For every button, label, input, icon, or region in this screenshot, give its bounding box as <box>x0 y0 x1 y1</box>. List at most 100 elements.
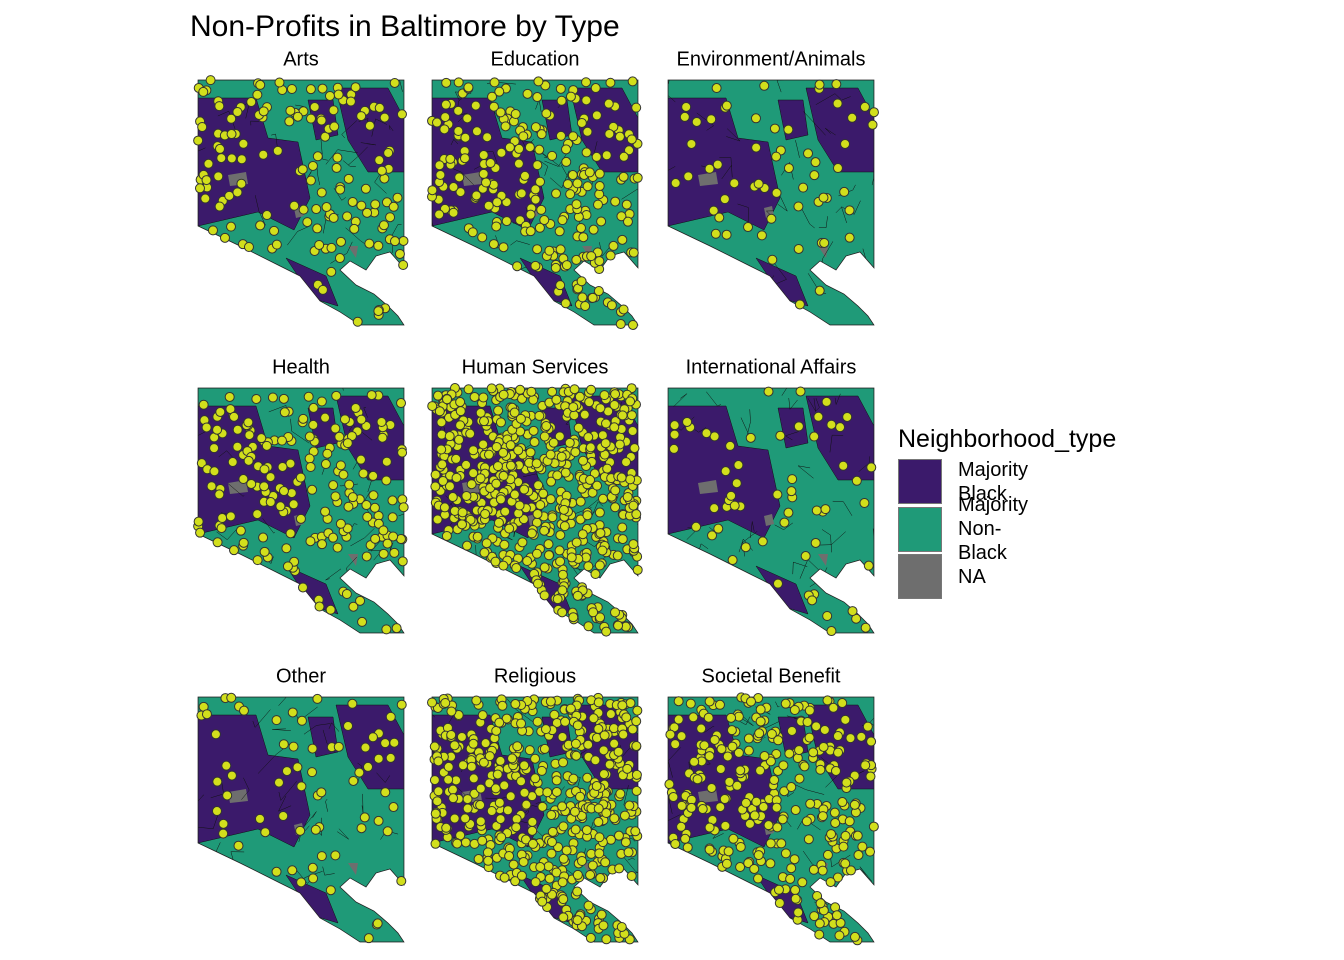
nonprofit-point <box>238 138 249 149</box>
nonprofit-point <box>388 531 399 542</box>
nonprofit-point <box>295 825 306 836</box>
nonprofit-point <box>370 533 381 544</box>
nonprofit-point <box>532 244 543 255</box>
nonprofit-point <box>259 481 270 492</box>
nonprofit-point <box>274 77 285 88</box>
nonprofit-point <box>463 82 474 93</box>
nonprofit-point <box>539 743 550 754</box>
nonprofit-point <box>561 845 572 856</box>
nonprofit-point <box>534 144 545 155</box>
nonprofit-point <box>599 390 610 401</box>
nonprofit-point <box>378 220 389 231</box>
nonprofit-point <box>440 697 451 708</box>
tract-border <box>341 120 358 139</box>
nonprofit-point <box>310 824 321 835</box>
nonprofit-point <box>482 847 493 858</box>
nonprofit-point <box>489 77 500 88</box>
nonprofit-point <box>498 447 509 458</box>
tract-border <box>848 877 869 888</box>
nonprofit-point <box>587 487 598 498</box>
nonprofit-point <box>582 181 593 192</box>
nonprofit-point <box>818 741 829 752</box>
panel-title: Human Services <box>462 356 609 378</box>
nonprofit-point <box>505 460 516 471</box>
nonprofit-point <box>527 816 538 827</box>
nonprofit-point <box>229 411 240 422</box>
nonprofit-point <box>514 500 525 511</box>
tract-border <box>803 111 826 136</box>
tract-border <box>304 811 317 826</box>
nonprofit-point <box>597 545 608 556</box>
nonprofit-point <box>558 821 569 832</box>
nonprofit-point <box>773 735 784 746</box>
nonprofit-point <box>297 164 308 175</box>
nonprofit-point <box>478 439 489 450</box>
nonprofit-point <box>335 184 346 195</box>
tract-border <box>814 398 820 412</box>
nonprofit-point <box>368 490 379 501</box>
nonprofit-point <box>865 846 876 857</box>
nonprofit-point <box>531 458 542 469</box>
nonprofit-point <box>216 153 227 164</box>
nonprofit-point <box>468 468 479 479</box>
nonprofit-point <box>447 784 458 795</box>
nonprofit-point <box>535 176 546 187</box>
nonprofit-point <box>238 537 249 548</box>
nonprofit-point <box>808 864 819 875</box>
nonprofit-point <box>593 817 604 828</box>
nonprofit-point <box>820 504 831 515</box>
region-na <box>348 554 358 566</box>
nonprofit-point <box>575 496 586 507</box>
nonprofit-point <box>829 807 840 818</box>
nonprofit-point <box>558 853 569 864</box>
nonprofit-point <box>434 160 445 171</box>
nonprofit-point <box>526 386 537 397</box>
nonprofit-point <box>572 915 583 926</box>
nonprofit-point <box>860 760 871 771</box>
nonprofit-point <box>830 765 841 776</box>
nonprofit-point <box>595 528 606 539</box>
nonprofit-point <box>471 695 482 706</box>
nonprofit-point <box>581 825 592 836</box>
nonprofit-point <box>631 785 642 796</box>
nonprofit-point <box>331 390 342 401</box>
tract-border <box>676 894 686 912</box>
nonprofit-point <box>598 493 609 504</box>
nonprofit-point <box>794 773 805 784</box>
nonprofit-point <box>373 815 384 826</box>
nonprofit-point <box>302 217 313 228</box>
nonprofit-point <box>534 410 545 421</box>
nonprofit-point <box>691 116 702 127</box>
nonprofit-point <box>498 470 509 481</box>
nonprofit-point <box>859 101 870 112</box>
nonprofit-point <box>431 117 442 128</box>
nonprofit-point <box>576 276 587 287</box>
nonprofit-point <box>326 266 337 277</box>
nonprofit-point <box>498 242 509 253</box>
nonprofit-point <box>780 698 791 709</box>
nonprofit-point <box>831 910 842 921</box>
tract-border <box>386 887 399 906</box>
nonprofit-point <box>571 254 582 265</box>
nonprofit-point <box>868 107 879 118</box>
nonprofit-point <box>544 245 555 256</box>
nonprofit-point <box>565 91 576 102</box>
nonprofit-point <box>519 760 530 771</box>
nonprofit-point <box>324 90 335 101</box>
nonprofit-point <box>851 475 862 486</box>
tract-border <box>216 529 237 541</box>
nonprofit-point <box>571 750 582 761</box>
nonprofit-point <box>236 154 247 165</box>
nonprofit-point <box>335 236 346 247</box>
nonprofit-point <box>590 83 601 94</box>
tract-border <box>325 149 358 165</box>
nonprofit-point <box>786 725 797 736</box>
nonprofit-point <box>584 397 595 408</box>
nonprofit-point <box>363 933 374 944</box>
nonprofit-point <box>356 200 367 211</box>
nonprofit-point <box>586 384 597 395</box>
nonprofit-point <box>372 918 383 929</box>
nonprofit-point <box>333 741 344 752</box>
nonprofit-point <box>332 542 343 553</box>
nonprofit-point <box>572 886 583 897</box>
